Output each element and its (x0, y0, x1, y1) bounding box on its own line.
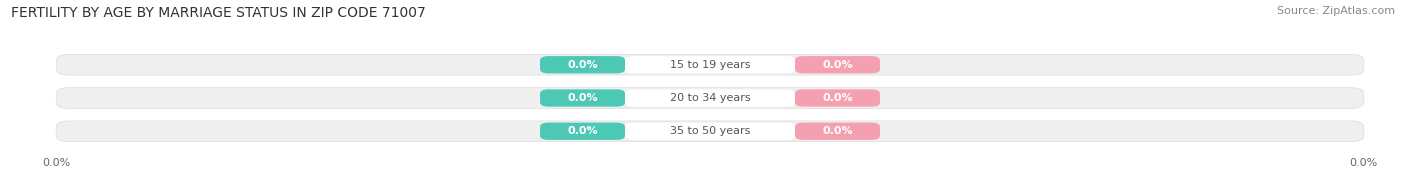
FancyBboxPatch shape (540, 123, 626, 140)
Text: 20 to 34 years: 20 to 34 years (669, 93, 751, 103)
FancyBboxPatch shape (56, 121, 1364, 142)
Text: 0.0%: 0.0% (823, 60, 853, 70)
FancyBboxPatch shape (794, 56, 880, 73)
Text: Source: ZipAtlas.com: Source: ZipAtlas.com (1277, 6, 1395, 16)
FancyBboxPatch shape (626, 123, 794, 140)
FancyBboxPatch shape (56, 88, 1364, 108)
Text: 0.0%: 0.0% (567, 126, 598, 136)
Text: 35 to 50 years: 35 to 50 years (669, 126, 751, 136)
FancyBboxPatch shape (794, 123, 880, 140)
FancyBboxPatch shape (56, 54, 1364, 75)
FancyBboxPatch shape (626, 89, 794, 107)
FancyBboxPatch shape (540, 89, 626, 107)
Text: 0.0%: 0.0% (823, 93, 853, 103)
Text: 0.0%: 0.0% (567, 60, 598, 70)
FancyBboxPatch shape (794, 89, 880, 107)
Text: 0.0%: 0.0% (567, 93, 598, 103)
FancyBboxPatch shape (626, 56, 794, 73)
Text: 0.0%: 0.0% (823, 126, 853, 136)
Text: FERTILITY BY AGE BY MARRIAGE STATUS IN ZIP CODE 71007: FERTILITY BY AGE BY MARRIAGE STATUS IN Z… (11, 6, 426, 20)
FancyBboxPatch shape (540, 56, 626, 73)
Text: 15 to 19 years: 15 to 19 years (669, 60, 751, 70)
